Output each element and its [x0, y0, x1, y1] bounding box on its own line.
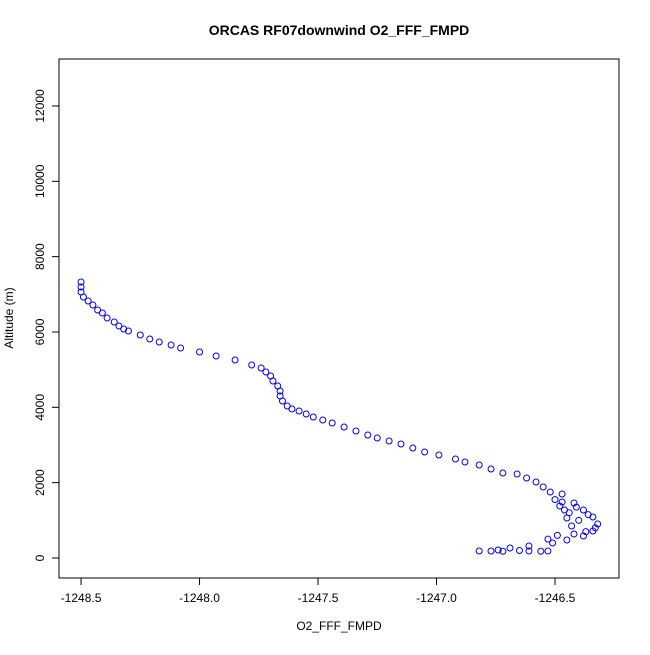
point [77, 278, 85, 286]
point [551, 496, 559, 504]
point [523, 474, 531, 482]
point [155, 338, 163, 346]
point [568, 522, 576, 530]
point [409, 444, 417, 452]
y-tick-label: 8000 [33, 243, 47, 270]
x-tick-label: -1248.5 [61, 591, 102, 605]
point [89, 301, 97, 309]
point [591, 524, 599, 532]
point [352, 427, 360, 435]
point [487, 547, 495, 555]
point [487, 465, 495, 473]
point [499, 547, 507, 555]
point [539, 483, 547, 491]
point [546, 488, 554, 496]
point [269, 377, 277, 385]
point [475, 461, 483, 469]
point [84, 297, 92, 305]
point [364, 431, 372, 439]
point [262, 368, 270, 376]
point [451, 455, 459, 463]
y-tick-label: 6000 [33, 318, 47, 345]
point [212, 352, 220, 360]
point [231, 356, 239, 364]
point [563, 536, 571, 544]
point [506, 544, 514, 552]
point [328, 419, 336, 427]
point [110, 318, 118, 326]
point [556, 502, 564, 510]
point [77, 283, 85, 291]
point [295, 407, 303, 415]
point [558, 490, 566, 498]
point [544, 535, 552, 543]
point [553, 531, 561, 539]
point [309, 413, 317, 421]
point [584, 511, 592, 519]
point [435, 451, 443, 459]
point [565, 509, 573, 517]
point [167, 341, 175, 349]
point [385, 437, 393, 445]
point [98, 309, 106, 317]
x-tick-label: -1247.0 [416, 591, 457, 605]
point [494, 546, 502, 554]
y-tick-label: 4000 [33, 394, 47, 421]
point [136, 331, 144, 339]
point [579, 506, 587, 514]
point [594, 520, 602, 528]
point [532, 478, 540, 486]
point [319, 416, 327, 424]
point [513, 470, 521, 478]
point [196, 348, 204, 356]
point [537, 547, 545, 555]
point [549, 539, 557, 547]
point [515, 546, 523, 554]
point [572, 503, 580, 511]
point [120, 325, 128, 333]
point [79, 293, 87, 301]
plot-box [58, 58, 620, 579]
point [499, 469, 507, 477]
point [525, 547, 533, 555]
point [146, 335, 154, 343]
x-tick-label: -1246.5 [535, 591, 576, 605]
point [421, 448, 429, 456]
y-axis-label: Altitude (m) [2, 287, 16, 348]
x-tick-label: -1247.5 [298, 591, 339, 605]
point [570, 530, 578, 538]
point [103, 314, 111, 322]
point [373, 434, 381, 442]
x-tick-label: -1248.0 [179, 591, 220, 605]
point [475, 547, 483, 555]
point [525, 542, 533, 550]
point [177, 344, 185, 352]
chart-title: ORCAS RF07downwind O2_FFF_FMPD [209, 22, 470, 38]
point [575, 516, 583, 524]
point [278, 397, 286, 405]
point [340, 423, 348, 431]
point [544, 547, 552, 555]
y-tick-label: 2000 [33, 469, 47, 496]
point [248, 361, 256, 369]
point [124, 327, 132, 335]
point [288, 405, 296, 413]
point [397, 440, 405, 448]
point [461, 458, 469, 466]
point [582, 528, 590, 536]
point [302, 410, 310, 418]
point [257, 364, 265, 372]
point [276, 387, 284, 395]
y-tick-label: 0 [33, 554, 47, 561]
y-tick-label: 12000 [33, 89, 47, 123]
y-tick-label: 10000 [33, 164, 47, 198]
x-axis-label: O2_FFF_FMPD [296, 619, 382, 633]
